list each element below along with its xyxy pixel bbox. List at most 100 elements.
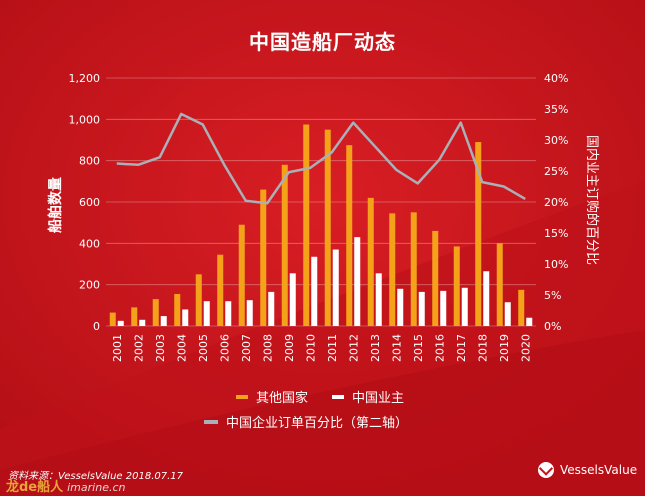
y2-tick-label: 5% <box>544 289 561 302</box>
legend-swatch-china <box>332 394 344 399</box>
source-note: 资料来源：VesselsValue 2018.07.17 <box>8 471 183 482</box>
y-tick-label: 400 <box>79 237 100 250</box>
bar-china-2010 <box>311 256 318 326</box>
bar-other-2010 <box>303 124 310 326</box>
legend-item-line: 中国企业订单百分比（第二轴） <box>204 412 408 431</box>
x-tick-label: 2008 <box>261 334 274 362</box>
legend-swatch-other <box>236 394 248 399</box>
bar-other-2012 <box>346 145 353 326</box>
bar-china-2014 <box>397 288 404 326</box>
watermark-cn: 龙de船人 <box>6 480 64 495</box>
x-tick-label: 2012 <box>347 334 360 362</box>
bar-china-2003 <box>160 316 167 326</box>
y-tick-label: 200 <box>79 279 100 292</box>
y2-axis-label: 国内业主订购的百分比 <box>584 135 600 265</box>
bar-china-2019 <box>504 302 511 326</box>
x-tick-label: 2013 <box>369 334 382 362</box>
brand-logo: VesselsValue <box>538 461 638 478</box>
bar-other-2015 <box>410 212 417 326</box>
bar-china-2006 <box>225 301 232 326</box>
watermark-en: imarine.cn <box>67 481 126 494</box>
bar-china-2016 <box>440 290 447 326</box>
bar-china-2004 <box>182 309 189 326</box>
bar-china-2002 <box>139 319 146 326</box>
x-tick-label: 2010 <box>304 334 317 362</box>
legend-label-line: 中国企业订单百分比（第二轴） <box>226 416 409 431</box>
x-tick-label: 2017 <box>455 334 468 362</box>
x-tick-label: 2009 <box>283 334 296 362</box>
y2-tick-label: 0% <box>544 320 561 333</box>
legend-swatch-line <box>204 419 218 424</box>
legend-label-other: 其他国家 <box>256 391 309 406</box>
x-tick-label: 2004 <box>175 334 188 362</box>
x-tick-label: 2015 <box>412 334 425 362</box>
x-tick-label: 2006 <box>218 334 231 362</box>
bar-china-2001 <box>117 320 124 326</box>
series-line <box>116 112 526 205</box>
legend-item-china: 中国业主 <box>332 387 404 406</box>
bar-other-2019 <box>496 243 503 326</box>
y2-tick-label: 15% <box>544 227 568 240</box>
y-tick-label: 0 <box>93 320 100 333</box>
x-tick-label: 2014 <box>390 334 403 362</box>
bar-other-2005 <box>195 274 202 326</box>
left-axis-ticks: 0 200 400 600 800 1,000 1,200 <box>69 72 101 333</box>
bar-other-2006 <box>217 254 224 326</box>
bar-other-2001 <box>109 312 116 326</box>
bar-china-2017 <box>461 287 468 326</box>
bar-china-2011 <box>332 249 339 326</box>
bar-china-2020 <box>526 317 533 326</box>
watermark: 龙de船人 imarine.cn <box>6 476 125 495</box>
bar-other-2009 <box>281 164 288 326</box>
y2-tick-label: 25% <box>544 165 568 178</box>
x-tick-label: 2019 <box>498 334 511 362</box>
x-tick-label: 2016 <box>433 334 446 362</box>
y-tick-label: 800 <box>79 155 100 168</box>
bar-other-2003 <box>152 299 159 326</box>
bar-other-2011 <box>324 129 331 326</box>
x-tick-label: 2003 <box>154 334 167 362</box>
y-tick-label: 600 <box>79 196 100 209</box>
right-axis-ticks: 0% 5% 10% 15% 20% 25% 30% 35% 40% <box>544 72 568 333</box>
y2-tick-label: 35% <box>544 103 568 116</box>
bar-other-2004 <box>174 293 181 326</box>
y2-tick-label: 40% <box>544 72 568 85</box>
bars <box>109 124 533 326</box>
bar-china-2008 <box>268 291 275 326</box>
bar-china-2013 <box>375 273 382 326</box>
vesselsvalue-logo-icon <box>538 461 554 478</box>
chart-title: 中国造船厂动态 <box>249 30 396 54</box>
bar-other-2016 <box>432 230 439 326</box>
bar-other-2018 <box>475 142 482 326</box>
brand-name: VesselsValue <box>560 463 638 477</box>
x-tick-label: 2005 <box>197 334 210 362</box>
bar-china-2007 <box>246 300 253 326</box>
x-tick-label: 2002 <box>132 334 145 362</box>
y-tick-label: 1,000 <box>69 113 101 126</box>
percentage-line <box>116 112 526 205</box>
grid <box>106 77 536 327</box>
x-tick-label: 2011 <box>326 334 339 362</box>
y2-tick-label: 20% <box>544 196 568 209</box>
x-tick-label: 2020 <box>519 334 532 362</box>
bar-other-2008 <box>260 189 267 326</box>
x-tick-label: 2007 <box>240 334 253 362</box>
y2-tick-label: 10% <box>544 258 568 271</box>
bar-other-2002 <box>131 307 138 326</box>
bar-china-2009 <box>289 273 296 326</box>
bar-china-2015 <box>418 291 425 326</box>
x-tick-label: 2018 <box>476 334 489 362</box>
y2-tick-label: 30% <box>544 134 568 147</box>
legend-label-china: 中国业主 <box>352 391 405 406</box>
y-axis-label: 船舶数量 <box>47 177 64 233</box>
y-tick-label: 1,200 <box>69 72 101 85</box>
bar-other-2007 <box>238 224 245 326</box>
bar-china-2005 <box>203 301 210 326</box>
x-tick-label: 2001 <box>111 334 124 362</box>
x-axis-ticks: 2001 2002 2003 2004 2005 2006 2007 2008 2009 2010… <box>111 334 533 362</box>
bar-china-2012 <box>354 237 361 326</box>
bar-other-2017 <box>453 246 460 326</box>
bar-china-2018 <box>483 271 490 326</box>
bar-other-2020 <box>518 289 525 326</box>
